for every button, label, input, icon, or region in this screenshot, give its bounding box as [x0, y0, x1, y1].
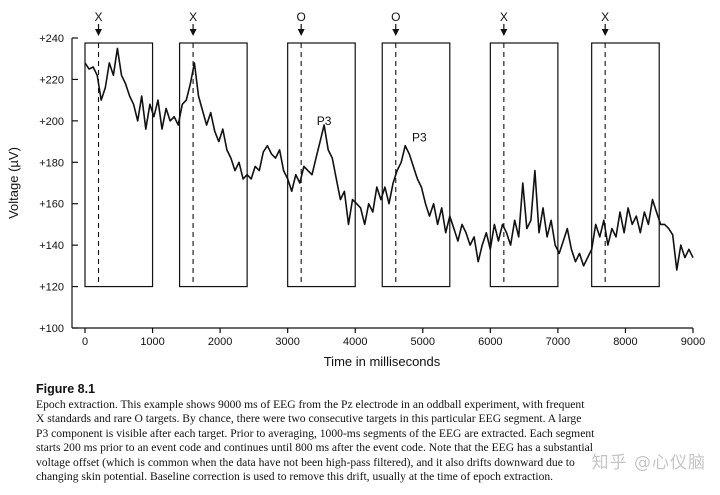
- x-tick-label: 3000: [275, 336, 299, 348]
- axes: [71, 38, 693, 329]
- epoch-window-box: [381, 42, 451, 288]
- y-tick-label: +240: [39, 33, 64, 45]
- caption-text: Epoch extraction. This example shows 900…: [36, 398, 712, 484]
- event-code-label: X: [95, 10, 103, 24]
- x-tick-label: 5000: [411, 336, 435, 348]
- y-tick-label: +220: [39, 74, 64, 86]
- watermark: 知乎 @心仪脑: [591, 453, 706, 473]
- caption-line: changing skin potential. Baseline correc…: [36, 470, 554, 484]
- eeg-trace-line: [84, 47, 694, 271]
- p3-annotation: P3: [412, 131, 427, 145]
- ticks: +100 +120 +140 +160 +180 +200 +220 +240 0 1000 200…: [39, 33, 705, 348]
- event-code-label: X: [500, 10, 508, 24]
- event-code-label: X: [601, 10, 609, 24]
- caption-line: voltage offset (which is common when the…: [36, 455, 575, 469]
- y-axis-label: Voltage (µV): [6, 147, 21, 219]
- y-tick-label: +100: [39, 323, 64, 335]
- event-code-label: X: [189, 10, 197, 24]
- x-tick-label: 8000: [613, 336, 637, 348]
- x-tick-label: 6000: [478, 336, 502, 348]
- p3-annotation: P3: [317, 114, 332, 128]
- event-code-label: O: [297, 10, 306, 24]
- epoch-window-box: [287, 42, 356, 288]
- x-tick-label: 1000: [140, 336, 164, 348]
- event-arrow-head: [297, 29, 305, 36]
- event-arrow-head: [601, 29, 609, 36]
- figure-label: Figure 8.1: [36, 382, 96, 396]
- caption-line: X standards and rare O targets. By chanc…: [36, 412, 582, 426]
- annotations: P3 P3: [317, 114, 427, 145]
- epoch-window-box: [591, 42, 660, 288]
- event-arrow-head: [189, 29, 197, 36]
- x-tick-label: 9000: [681, 336, 705, 348]
- epoch-window-box: [178, 42, 248, 288]
- event-arrow-head: [392, 29, 400, 36]
- y-tick-label: +200: [39, 116, 64, 128]
- event-code-label: O: [391, 10, 400, 24]
- y-tick-label: +180: [39, 157, 64, 169]
- x-tick-label: 7000: [546, 336, 570, 348]
- epoch-window-box: [84, 42, 154, 288]
- x-tick-label: 4000: [343, 336, 367, 348]
- y-tick-label: +160: [39, 199, 64, 211]
- eeg-chart: +100 +120 +140 +160 +180 +200 +220 +240 0 1000 200…: [6, 10, 705, 369]
- x-axis-label: Time in milliseconds: [324, 354, 441, 369]
- x-tick-label: 2000: [208, 336, 232, 348]
- event-arrow-head: [95, 29, 103, 36]
- y-tick-label: +120: [39, 282, 64, 294]
- figure-caption: Figure 8.1 Epoch extraction. This exampl…: [36, 382, 712, 484]
- caption-line: P3 component is visible after each targe…: [36, 426, 595, 440]
- epoch-windows: [84, 42, 660, 288]
- caption-line: Epoch extraction. This example shows 900…: [36, 398, 585, 411]
- event-arrow-head: [500, 29, 508, 36]
- epoch-window-box: [489, 42, 559, 288]
- y-tick-label: +140: [39, 240, 64, 252]
- x-tick-label: 0: [82, 336, 88, 348]
- caption-line: starts 200 ms prior to an event code and…: [36, 441, 593, 455]
